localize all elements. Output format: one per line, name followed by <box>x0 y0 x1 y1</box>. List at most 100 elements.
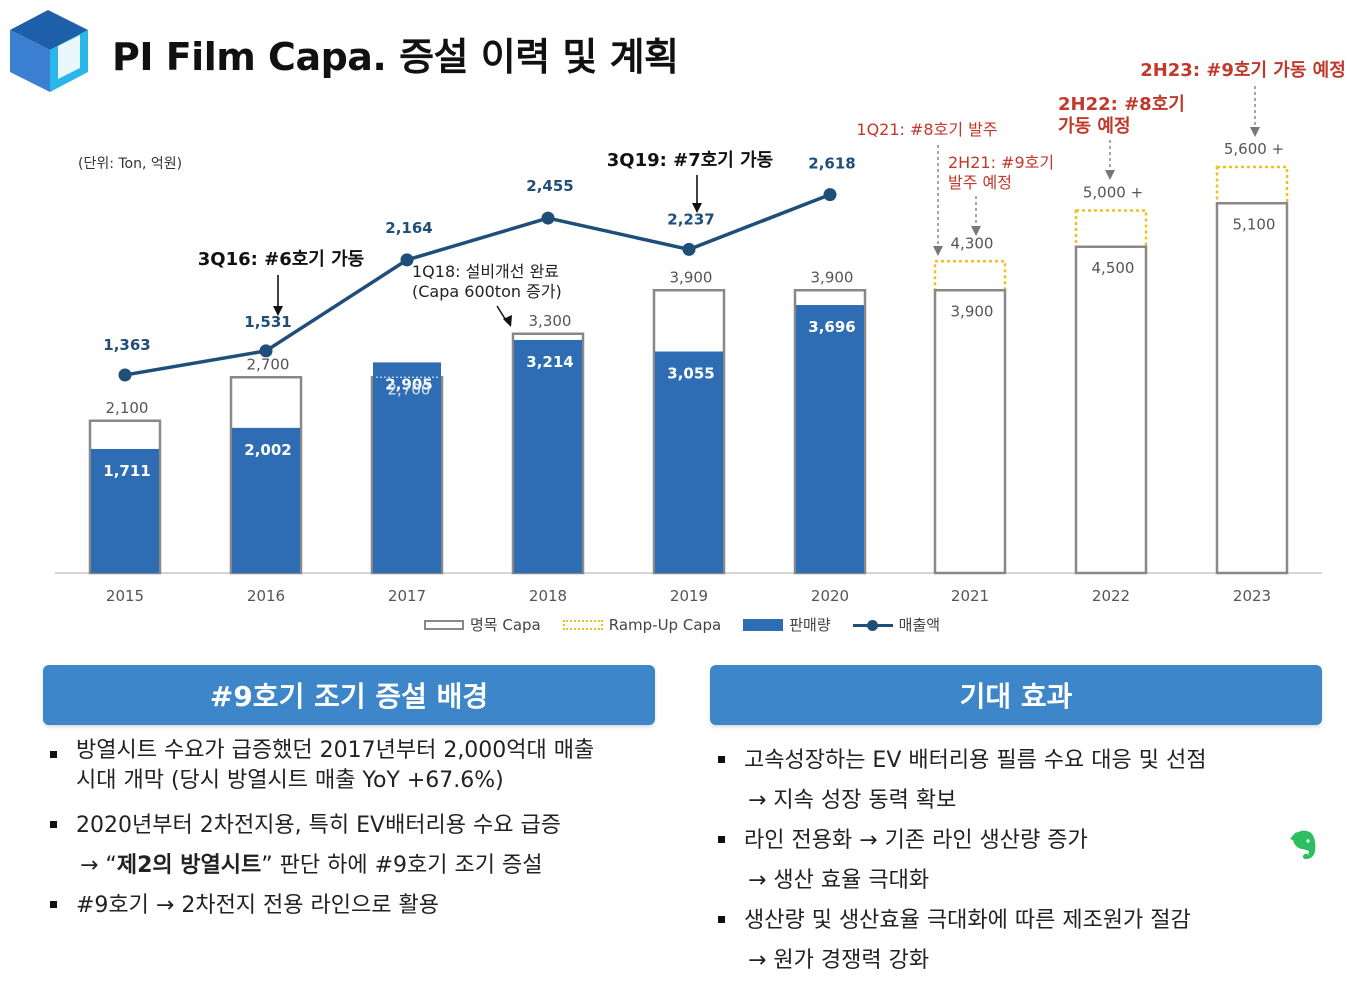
x-tick-label: 2015 <box>106 587 144 605</box>
annotation-2h21-arrow-head <box>971 226 981 236</box>
sales-bar <box>373 362 441 573</box>
capa-bar <box>1215 202 1289 575</box>
list-item: #9호기 → 2차전지 전용 라인으로 활용 <box>46 886 656 926</box>
effects-bullet-list: 고속성장하는 EV 배터리용 필름 수요 대응 및 선점 → 지속 성장 동력 … <box>714 741 1334 981</box>
revenue-line <box>124 193 831 377</box>
revenue-value-label: 2,455 <box>526 177 573 195</box>
legend-item-sales: 판매량 <box>743 614 831 635</box>
x-tick-label: 2023 <box>1233 587 1271 605</box>
revenue-value-label: 2,164 <box>385 219 432 237</box>
company-logo <box>8 8 92 98</box>
capa-value-label: 2,100 <box>106 399 149 417</box>
rampup-value-label: 4,300 <box>951 234 994 252</box>
capa-value-label: 2,700 <box>247 355 290 373</box>
annotation-2h22-arrow-head <box>1105 170 1115 180</box>
sales-bar <box>655 351 723 573</box>
list-item: 생산량 및 생산효율 극대화에 따른 제조원가 절감 → 원가 경쟁력 강화 <box>714 901 1334 981</box>
capa-value-label: 2,700 <box>388 380 431 398</box>
legend-swatch-sales <box>743 618 784 631</box>
annotation-6th-line: 3Q16: #6호기 가동 <box>198 249 364 270</box>
background-bullet-list: 방열시트 수요가 급증했던 2017년부터 2,000억대 매출 시대 개막 (… <box>46 736 656 926</box>
legend-label-rampup: Ramp-Up Capa <box>608 615 722 634</box>
x-tick-label: 2022 <box>1092 587 1130 605</box>
legend-label-capa: 명목 Capa <box>470 616 541 634</box>
bullet-line: 라인 전용화 → 기존 라인 생산량 증가 <box>744 828 1088 853</box>
capa-bar <box>933 289 1007 575</box>
bullet-subline-prefix: → “ <box>80 853 117 878</box>
annotation-6th-arrow-head <box>273 306 283 316</box>
page-title: PI Film Capa. 증설 이력 및 계획 <box>112 35 679 79</box>
legend-item-rampup: Ramp-Up Capa <box>562 615 722 634</box>
x-tick-label: 2017 <box>388 587 426 605</box>
panel-header-effects: 기대 효과 <box>710 665 1322 725</box>
annotation-7th-arrow-head <box>692 203 702 213</box>
sales-value-label: 3,055 <box>667 365 714 383</box>
sales-bar <box>232 427 300 573</box>
bullet-line: #9호기 → 2차전지 전용 라인으로 활용 <box>76 893 439 918</box>
revenue-value-label: 1,363 <box>103 336 150 354</box>
list-item: 라인 전용화 → 기존 라인 생산량 증가 → 생산 효율 극대화 <box>714 821 1334 901</box>
bullet-subline-suffix: ” 판단 하에 #9호기 조기 증설 <box>261 853 543 878</box>
annotation-1q18-line1: 1Q18: 설비개선 완료 <box>412 262 559 281</box>
sales-bar <box>514 339 582 573</box>
annotation-1q21-arrow-head <box>933 246 943 256</box>
legend-item-revenue: 매출액 <box>852 614 941 635</box>
sales-value-label: 1,711 <box>103 462 150 480</box>
legend-swatch-revenue <box>852 619 893 631</box>
revenue-point <box>541 211 555 225</box>
annotation-7th-line: 3Q19: #7호기 가동 <box>607 150 773 171</box>
capa-bar <box>1074 245 1148 575</box>
revenue-value-label: 1,531 <box>244 313 291 331</box>
annotation-2h21-line1: 2H21: #9호기 <box>948 153 1054 172</box>
legend-label-revenue: 매출액 <box>898 616 941 634</box>
rampup-capa-box <box>1215 165 1289 205</box>
annotation-2h22-line2: 가동 예정 <box>1058 116 1131 137</box>
annotation-2h23-arrow-head <box>1250 127 1260 137</box>
rampup-value-label: 5,000 + <box>1083 184 1143 202</box>
chart-legend: 명목 Capa Ramp-Up Capa 판매량 매출액 <box>424 614 940 635</box>
rampup-value-label: 5,600 + <box>1224 140 1284 158</box>
revenue-point <box>400 253 414 267</box>
bullet-subline: → 생산 효율 극대화 <box>748 868 930 893</box>
sales-value-label: 3,696 <box>808 318 855 336</box>
revenue-value-label: 2,618 <box>808 155 855 173</box>
annotation-2h21-line2: 발주 예정 <box>948 173 1012 192</box>
annotation-2h22-line1: 2H22: #8호기 <box>1058 94 1185 115</box>
list-item: 고속성장하는 EV 배터리용 필름 수요 대응 및 선점 → 지속 성장 동력 … <box>714 741 1334 821</box>
evernote-icon[interactable] <box>1288 829 1318 865</box>
legend-label-sales: 판매량 <box>789 616 831 634</box>
x-tick-label: 2019 <box>670 587 708 605</box>
list-item: 2020년부터 2차전지용, 특히 EV배터리용 수요 급증 → “제2의 방열… <box>46 806 656 886</box>
panel-header-background: #9호기 조기 증설 배경 <box>43 665 655 725</box>
revenue-point <box>118 368 132 382</box>
unit-label: (단위: Ton, 억원) <box>78 156 183 172</box>
capa-value-label: 4,500 <box>1092 259 1135 277</box>
sales-value-label: 2,002 <box>244 441 291 459</box>
annotation-1q21-line: 1Q21: #8호기 발주 <box>856 120 997 139</box>
annotation-1q18-line2: (Capa 600ton 증가) <box>412 282 562 301</box>
capa-value-label: 3,900 <box>670 268 713 286</box>
x-tick-label: 2020 <box>811 587 849 605</box>
revenue-value-label: 2,237 <box>667 210 714 228</box>
sales-bar <box>796 305 864 573</box>
bullet-line: 2020년부터 2차전지용, 특히 EV배터리용 수요 급증 <box>76 813 561 838</box>
rampup-capa-box <box>933 260 1007 292</box>
revenue-point <box>823 188 837 202</box>
annotation-1q18-arrow-head <box>503 315 512 327</box>
bullet-line: 시대 개막 (당시 방열시트 매출 YoY +67.6%) <box>76 768 504 793</box>
bullet-line: 방열시트 수요가 급증했던 2017년부터 2,000억대 매출 <box>76 738 595 763</box>
sales-value-label: 2,905 <box>385 375 432 393</box>
rampup-capa-box <box>1074 209 1148 248</box>
bullet-subline: → “제2의 방열시트” 판단 하에 #9호기 조기 증설 <box>76 846 656 886</box>
bullet-subline: → 원가 경쟁력 강화 <box>748 948 930 973</box>
capa-chart: 1,7112,10020152,0022,70020162,9052,70020… <box>55 60 1346 605</box>
capa-value-label: 3,900 <box>951 302 994 320</box>
revenue-point <box>259 344 273 358</box>
bullet-subline-emphasis: 제2의 방열시트 <box>116 853 262 878</box>
revenue-point <box>682 242 696 256</box>
x-tick-label: 2018 <box>529 587 567 605</box>
legend-swatch-rampup <box>562 619 603 630</box>
legend-swatch-capa <box>424 619 464 630</box>
capa-value-label: 3,300 <box>529 312 572 330</box>
bullet-subline: → 지속 성장 동력 확보 <box>748 788 957 813</box>
